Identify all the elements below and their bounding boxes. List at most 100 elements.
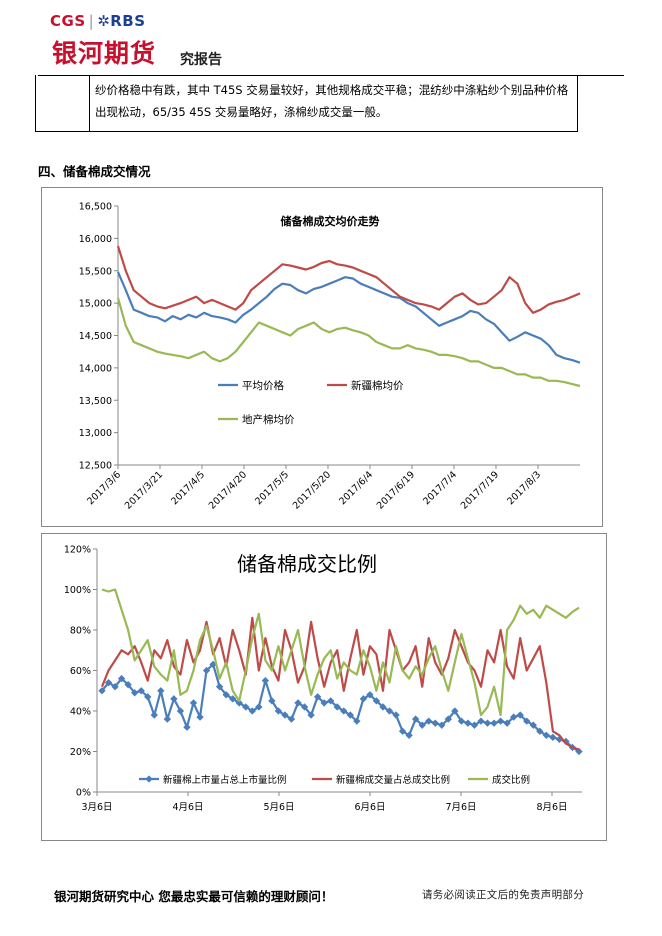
series-line-0 — [101, 663, 580, 753]
y-tick-label: 80% — [70, 626, 91, 637]
price-chart-frame: 16,500 16,000 15,500 15,000 14,500 14,000 13,5… — [41, 187, 603, 527]
legend-label-2: 地产棉均价 — [242, 413, 295, 426]
y-tick-label: 0% — [76, 788, 91, 799]
x-tick-label: 2017/8/3 — [505, 469, 543, 507]
data-point — [176, 707, 185, 715]
series-line-0 — [116, 271, 581, 364]
table-cell-text: 纱价格稳中有跌，其中 T45S 交易量较好，其他规格成交平稳；混纺纱中涤粘纱个别… — [95, 83, 569, 119]
data-point — [536, 727, 544, 735]
y-tick-label: 120% — [64, 545, 91, 556]
data-point — [157, 687, 165, 695]
y-tick-label: 15,000 — [79, 299, 112, 310]
data-point — [457, 717, 466, 725]
y-tick-label: 12,500 — [79, 461, 112, 472]
data-point — [477, 717, 485, 725]
data-point — [170, 695, 178, 703]
data-point — [320, 699, 328, 707]
ratio-chart-frame: 120% 100% 80% 60% 40% 20% 0% 3月6日 4月6日 5月6日 6月6日 7月… — [41, 533, 607, 841]
data-point — [464, 719, 472, 727]
legend-label-1: 新疆棉均价 — [351, 379, 404, 392]
y-tick-label: 15,500 — [79, 266, 112, 277]
data-point — [229, 695, 237, 703]
header-divider — [38, 75, 624, 76]
brand-partner: ✲RBS — [97, 12, 146, 30]
y-tick-label: 14,500 — [79, 331, 112, 342]
legend-label-2: 成交比例 — [492, 774, 530, 786]
x-tick-label: 2017/6/4 — [337, 469, 375, 507]
data-point — [130, 689, 139, 697]
data-point — [235, 699, 243, 707]
data-point — [483, 719, 492, 727]
data-point — [398, 727, 407, 735]
x-tick-label: 2017/4/5 — [169, 469, 207, 507]
chart-title: 储备棉成交均价走势 — [281, 214, 380, 228]
data-point — [163, 715, 172, 723]
y-tick-label: 60% — [70, 666, 91, 677]
legend-marker — [145, 775, 153, 783]
legend-label-0: 新疆棉上市量占总上市量比例 — [163, 774, 287, 786]
series-line-1 — [116, 245, 581, 314]
data-point — [503, 719, 511, 727]
x-tick-label: 7月6日 — [445, 802, 476, 813]
y-tick-label: 13,000 — [79, 428, 112, 439]
x-tick-label: 4月6日 — [172, 802, 203, 813]
data-point — [444, 715, 452, 723]
footer-slogan: 银河期货研究中心 您最忠实最可信赖的理财顾问！ — [54, 889, 334, 904]
report-type: 究报告 — [180, 52, 222, 68]
y-tick-label: 16,000 — [79, 234, 112, 245]
data-point — [425, 717, 433, 725]
data-point — [523, 717, 531, 725]
data-point — [183, 723, 191, 731]
chart-title: 储备棉成交比例 — [237, 552, 377, 576]
data-point — [104, 678, 113, 687]
x-tick-label: 2017/5/5 — [253, 469, 291, 507]
data-point — [196, 713, 204, 721]
data-point — [287, 715, 296, 723]
data-point — [549, 733, 557, 742]
deal-ratio-chart: 120% 100% 80% 60% 40% 20% 0% 3月6日 4月6日 5月6日 6月6日 7月… — [64, 545, 583, 813]
y-tick-label: 14,000 — [79, 363, 112, 374]
y-tick-label: 16,500 — [79, 202, 112, 213]
x-tick-label: 6月6日 — [354, 802, 385, 813]
data-point — [189, 699, 198, 707]
y-tick-label: 40% — [70, 707, 91, 718]
legend-label-0: 平均价格 — [242, 379, 284, 392]
x-tick-label: 3月6日 — [81, 802, 112, 813]
data-point — [261, 676, 270, 685]
text-table — [35, 75, 578, 132]
brand-separator: | — [88, 12, 95, 30]
section-title: 四、储备棉成交情况 — [38, 164, 151, 179]
data-point — [150, 711, 158, 719]
data-point — [496, 717, 505, 725]
x-tick-label: 2017/3/6 — [85, 469, 123, 507]
x-tick-label: 8月6日 — [536, 802, 567, 813]
x-tick-label: 2017/7/4 — [421, 469, 459, 507]
x-tick-label: 5月6日 — [263, 802, 294, 813]
y-tick-label: 20% — [70, 747, 91, 758]
data-point — [340, 707, 348, 715]
brand-name-cn: 银河期货 — [52, 39, 157, 68]
x-tick-label: 2017/4/20 — [207, 469, 249, 511]
footer-disclaimer: 请务必阅读正文后的免责声明部分 — [422, 889, 584, 901]
y-tick-label: 100% — [64, 585, 91, 596]
data-point — [359, 695, 368, 703]
series-line-2 — [116, 297, 581, 388]
x-tick-label: 2017/6/19 — [375, 469, 417, 511]
x-tick-label: 2017/3/21 — [123, 469, 165, 511]
brand-logo: CGS | ✲RBS — [50, 12, 146, 30]
data-point — [294, 699, 302, 707]
data-point — [117, 674, 126, 683]
legend-label-1: 新疆棉成交量占总成交比例 — [336, 774, 450, 786]
x-tick-label: 2017/5/20 — [291, 469, 333, 511]
data-point — [372, 697, 381, 705]
data-point — [268, 697, 276, 705]
x-tick-label: 2017/7/19 — [459, 469, 501, 511]
data-point — [490, 719, 498, 727]
table-column-divider — [89, 75, 90, 131]
data-point — [411, 715, 420, 723]
y-tick-label: 13,500 — [79, 396, 112, 407]
series-line-2 — [101, 588, 580, 717]
data-point — [327, 697, 335, 705]
price-trend-chart: 16,500 16,000 15,500 15,000 14,500 14,000 13,5… — [79, 202, 581, 512]
data-point — [431, 719, 439, 727]
